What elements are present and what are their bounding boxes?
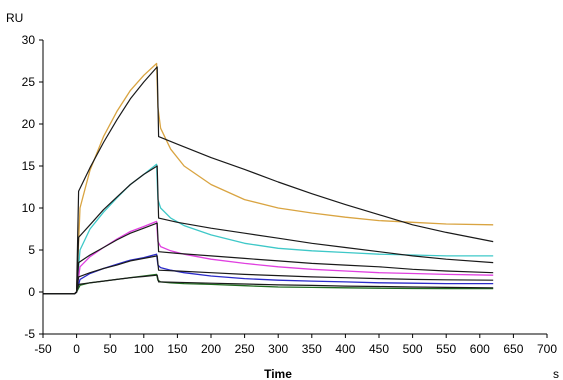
x-axis-unit: s bbox=[553, 367, 559, 380]
x-tick-label: 650 bbox=[503, 342, 523, 356]
data-line-2 bbox=[43, 163, 494, 295]
x-tick-label: 100 bbox=[134, 342, 154, 356]
y-tick-label: -5 bbox=[24, 327, 35, 341]
x-tick-label: 350 bbox=[302, 342, 322, 356]
fit-line-3 bbox=[43, 165, 494, 295]
y-tick-label: 15 bbox=[22, 159, 36, 173]
x-tick-label: 150 bbox=[167, 342, 187, 356]
fit-line-1 bbox=[43, 66, 494, 295]
y-tick-label: 25 bbox=[22, 75, 36, 89]
y-tick-label: 20 bbox=[22, 117, 36, 131]
data-line-4 bbox=[43, 220, 494, 295]
fit-line-7 bbox=[43, 255, 494, 295]
fit-line-5 bbox=[43, 222, 494, 295]
x-tick-label: 300 bbox=[268, 342, 288, 356]
x-tick-label: 200 bbox=[201, 342, 221, 356]
y-tick-label: 30 bbox=[22, 33, 36, 47]
y-tick-label: 10 bbox=[22, 201, 36, 215]
y-axis-title: RU bbox=[6, 11, 23, 25]
y-tick-label: 0 bbox=[28, 285, 35, 299]
x-tick-label: 500 bbox=[403, 342, 423, 356]
x-tick-label: 600 bbox=[470, 342, 490, 356]
x-tick-label: 450 bbox=[369, 342, 389, 356]
x-ticks: -50 0 50 100 150 200 250 300 350 400 450 500 550 600 6… bbox=[34, 334, 557, 356]
x-tick-label: 0 bbox=[73, 342, 80, 356]
series-layer bbox=[43, 62, 494, 295]
y-ticks: -5 0 5 10 15 20 25 30 bbox=[22, 33, 43, 341]
x-tick-label: 400 bbox=[335, 342, 355, 356]
data-line-0 bbox=[43, 62, 494, 295]
x-axis-title: Time bbox=[264, 367, 292, 380]
x-tick-label: 250 bbox=[235, 342, 255, 356]
y-tick-label: 5 bbox=[28, 243, 35, 257]
x-tick-label: 50 bbox=[104, 342, 118, 356]
x-tick-label: -50 bbox=[34, 342, 52, 356]
data-line-6 bbox=[43, 253, 494, 295]
x-tick-label: 550 bbox=[436, 342, 456, 356]
x-tick-label: 700 bbox=[537, 342, 557, 356]
fit-line-9 bbox=[43, 274, 494, 295]
